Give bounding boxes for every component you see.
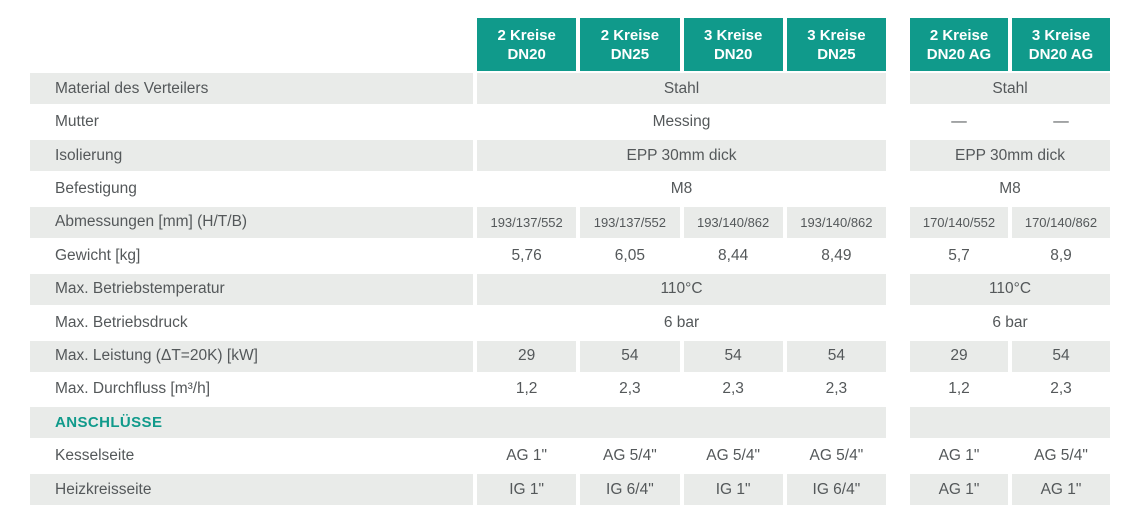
row-label: Max. Betriebsdruck	[55, 313, 188, 331]
row-label: Gewicht [kg]	[55, 246, 141, 264]
column-header-2-kreise-dn20-ag: 2 Kreise DN20 AG	[910, 18, 1008, 71]
value-cell: IG 6/4"	[580, 474, 680, 506]
section-band: ANSCHLÜSSE	[30, 407, 886, 439]
value-cell: AG 1"	[506, 447, 548, 465]
row-label: Max. Betriebstemperatur	[30, 273, 473, 305]
value-cell: 54	[580, 340, 680, 372]
value-cell: 1,2	[515, 380, 538, 398]
column-header-line: DN20	[507, 45, 546, 63]
column-header-line: DN25	[610, 45, 650, 63]
value-cell: 5,76	[511, 246, 542, 264]
value-span: 110°C	[910, 273, 1110, 305]
value-cell: 54	[786, 340, 886, 372]
column-header-3-kreise-dn25: 3 Kreise DN25	[786, 18, 886, 71]
row-label: Abmessungen [mm] (H/T/B)	[30, 206, 473, 238]
column-header-line: DN20 AG	[926, 45, 992, 63]
column-header-line: DN20 AG	[1028, 45, 1094, 63]
value-cell: 170/140/862	[1012, 206, 1110, 238]
column-header-line: DN20	[713, 45, 753, 63]
value-cell: 2,3	[722, 380, 744, 398]
header-row: 2 Kreise DN20 2 Kreise DN25 3 Kreise DN2…	[30, 18, 1110, 71]
column-header-2-kreise-dn20: 2 Kreise DN20	[477, 18, 577, 71]
value-cell: 2,3	[619, 380, 641, 398]
row-label: Max. Leistung (ΔT=20K) [kW]	[30, 340, 473, 372]
value-cell: 29	[477, 340, 577, 372]
value-span: 110°C	[477, 273, 886, 305]
column-header-2-kreise-dn25: 2 Kreise DN25	[580, 18, 680, 71]
value-span: M8	[999, 180, 1021, 198]
row-label: Material des Verteilers	[30, 73, 473, 105]
value-span: EPP 30mm dick	[910, 140, 1110, 172]
value-cell: 2,3	[825, 380, 848, 398]
column-header-line: 3 Kreise	[1031, 26, 1091, 44]
table-row-durchfluss: Max. Durchfluss [m³/h] 1,2 2,3 2,3 2,3 1…	[30, 374, 1110, 405]
table-row-kesselseite: Kesselseite AG 1" AG 5/4" AG 5/4" AG 5/4…	[30, 441, 1110, 472]
column-header-3-kreise-dn20-ag: 3 Kreise DN20 AG	[1012, 18, 1110, 71]
value-cell: 8,49	[821, 246, 852, 264]
table-row-gewicht: Gewicht [kg] 5,76 6,05 8,44 8,49 5,7 8,9	[30, 240, 1110, 271]
value-span: 6 bar	[663, 313, 700, 331]
column-header-line: 2 Kreise	[600, 26, 660, 44]
table-row-heizkreisseite: Heizkreisseite IG 1" IG 6/4" IG 1" IG 6/…	[30, 474, 1110, 506]
row-label: Heizkreisseite	[30, 474, 473, 506]
section-row-anschluesse: ANSCHLÜSSE	[30, 407, 1110, 439]
column-header-line: 3 Kreise	[703, 26, 763, 44]
table-row-mutter: Mutter Messing — —	[30, 107, 1110, 138]
value-cell: AG 1"	[938, 447, 980, 465]
value-cell: 6,05	[614, 246, 645, 264]
product-spec-table: 2 Kreise DN20 2 Kreise DN25 3 Kreise DN2…	[30, 18, 1110, 507]
value-cell: 54	[683, 340, 783, 372]
value-cell: AG 5/4"	[809, 447, 864, 465]
table-row-leistung: Max. Leistung (ΔT=20K) [kW] 29 54 54 54 …	[30, 340, 1110, 372]
value-cell: IG 1"	[477, 474, 577, 506]
value-cell: —	[1053, 113, 1069, 131]
row-label: Max. Durchfluss [m³/h]	[55, 380, 211, 398]
value-span: Stahl	[910, 73, 1110, 105]
value-cell: AG 5/4"	[1034, 447, 1088, 465]
table-row-befestigung: Befestigung M8 M8	[30, 174, 1110, 205]
section-band-right	[910, 407, 1110, 439]
column-header-line: 3 Kreise	[807, 26, 866, 44]
value-cell: 193/140/862	[683, 206, 783, 238]
value-cell: 193/137/552	[580, 206, 680, 238]
row-label: Mutter	[55, 113, 99, 131]
row-label: Kesselseite	[55, 447, 135, 465]
section-header-anschluesse: ANSCHLÜSSE	[55, 414, 163, 432]
value-cell: AG 1"	[910, 474, 1008, 506]
table-row-abmessungen: Abmessungen [mm] (H/T/B) 193/137/552 193…	[30, 206, 1110, 238]
table-row-betriebstemperatur: Max. Betriebstemperatur 110°C 110°C	[30, 273, 1110, 305]
value-cell: 8,9	[1050, 246, 1072, 264]
value-cell: IG 1"	[683, 474, 783, 506]
value-cell: AG 1"	[1012, 474, 1110, 506]
row-label: Isolierung	[30, 140, 473, 172]
value-cell: 5,7	[948, 246, 970, 264]
value-cell: 8,44	[718, 246, 749, 264]
value-cell: 1,2	[948, 380, 970, 398]
value-cell: 29	[910, 340, 1008, 372]
header-spacer	[30, 18, 473, 71]
value-span: Messing	[652, 113, 711, 131]
column-header-line: 2 Kreise	[497, 26, 556, 44]
value-cell: IG 6/4"	[786, 474, 886, 506]
value-span: M8	[670, 180, 693, 198]
table-row-material: Material des Verteilers Stahl Stahl	[30, 73, 1110, 105]
value-cell: 170/140/552	[910, 206, 1008, 238]
column-header-3-kreise-dn20: 3 Kreise DN20	[683, 18, 783, 71]
column-header-line: 2 Kreise	[929, 26, 989, 44]
value-span: EPP 30mm dick	[477, 140, 886, 172]
value-cell: 54	[1012, 340, 1110, 372]
column-header-line: DN25	[817, 45, 856, 63]
value-cell: AG 5/4"	[602, 447, 657, 465]
value-cell: 193/140/862	[786, 206, 886, 238]
row-label: Befestigung	[55, 180, 137, 198]
value-span: 6 bar	[992, 313, 1028, 331]
value-cell: 193/137/552	[477, 206, 577, 238]
table-row-isolierung: Isolierung EPP 30mm dick EPP 30mm dick	[30, 140, 1110, 172]
value-cell: 2,3	[1050, 380, 1072, 398]
value-cell: AG 5/4"	[706, 447, 760, 465]
value-span: Stahl	[477, 73, 886, 105]
table-row-betriebsdruck: Max. Betriebsdruck 6 bar 6 bar	[30, 307, 1110, 338]
value-cell: —	[951, 113, 967, 131]
